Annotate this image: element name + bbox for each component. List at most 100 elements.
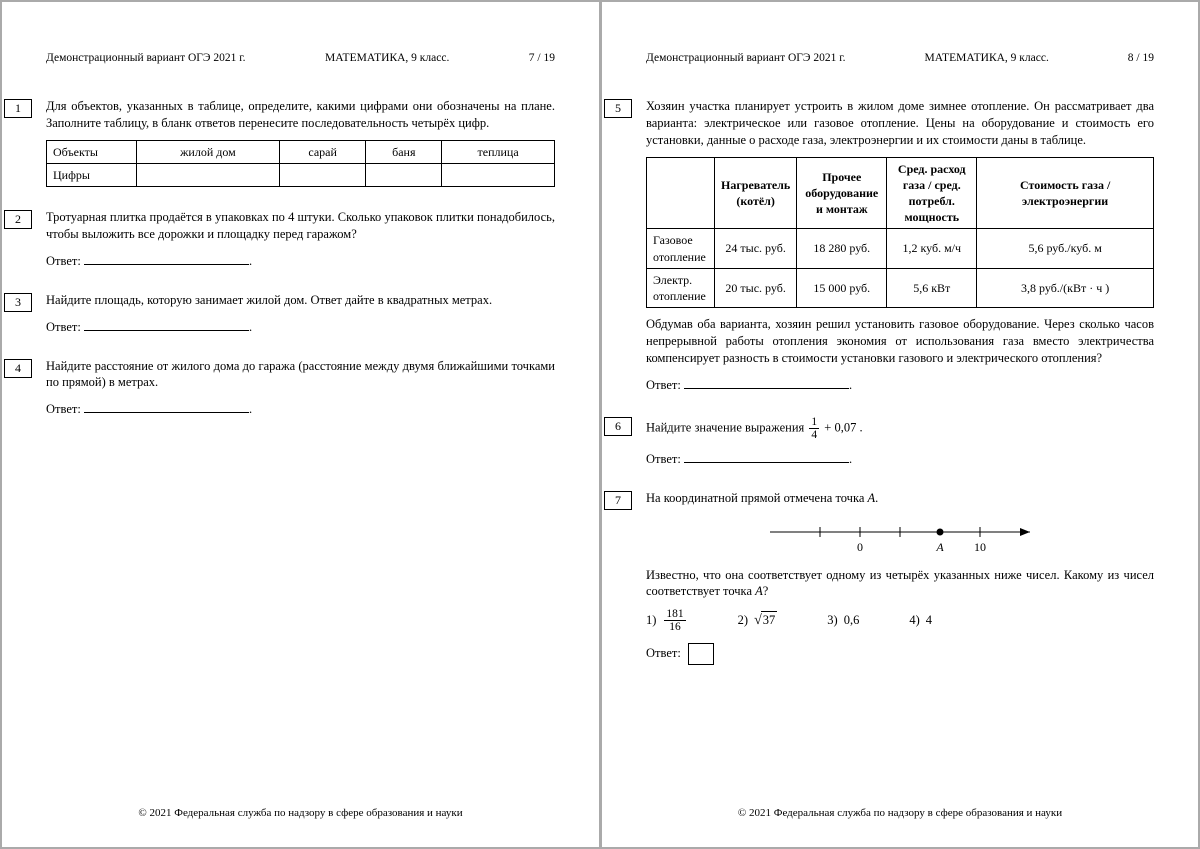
problem-number: 7 (604, 491, 632, 510)
table-cell: 18 280 руб. (797, 229, 887, 268)
table-cell: 5,6 руб./куб. м (977, 229, 1154, 268)
answer-line: Ответ: . (46, 253, 555, 270)
page-header: Демонстрационный вариант ОГЭ 2021 г. МАТ… (646, 52, 1154, 64)
table-header: Прочее оборудование и монтаж (797, 157, 887, 229)
table-cell-empty (279, 163, 366, 186)
answer-line: Ответ: (646, 643, 1154, 665)
table-header: Сред. расход газа / сред. потребл. мощно… (887, 157, 977, 229)
choice-label: 4) (909, 612, 919, 629)
problem-3-text: Найдите площадь, которую занимает жилой … (46, 292, 555, 309)
page-spread: Демонстрационный вариант ОГЭ 2021 г. МАТ… (0, 0, 1200, 849)
table-cell: 24 тыс. руб. (715, 229, 797, 268)
fraction-numerator: 181 (664, 608, 685, 621)
problem-6: 6 Найдите значение выражения 1 4 + 0,07 … (646, 416, 1154, 472)
answer-line: Ответ: . (46, 401, 555, 418)
page-8: Демонстрационный вариант ОГЭ 2021 г. МАТ… (600, 1, 1199, 848)
answer-blank (84, 402, 249, 413)
table-cell-empty (442, 163, 555, 186)
choice-2: 2) 37 (738, 611, 778, 631)
table-cell: 1,2 куб. м/ч (887, 229, 977, 268)
table-cell: 5,6 кВт (887, 268, 977, 307)
problem-text: Найдите площадь, которую занимает жилой … (46, 292, 555, 340)
radicand: 37 (761, 611, 778, 629)
problem-number: 1 (4, 99, 32, 118)
problem-number: 3 (4, 293, 32, 312)
answer-choices: 1) 181 16 2) 37 3) 0,6 (646, 608, 1154, 633)
problem-6-text: Найдите значение выражения 1 4 + 0,07 . (646, 416, 1154, 441)
text-post: . (875, 491, 878, 505)
header-page: 7 / 19 (529, 52, 555, 64)
choice-label: 3) (827, 612, 837, 629)
choice-3: 3) 0,6 (827, 612, 859, 629)
fraction-numerator: 1 (809, 416, 819, 429)
fraction: 1 4 (809, 416, 819, 441)
table-cell: жилой дом (137, 140, 280, 163)
number-line: 0 A 10 (750, 517, 1050, 559)
answer-label: Ответ: (46, 254, 81, 268)
answer-blank (84, 319, 249, 330)
problem-7-text1: На координатной прямой отмечена точка A. (646, 490, 1154, 507)
problem-text: Тротуарная плитка продаётся в упаковках … (46, 209, 555, 274)
page-body: 1 Для объектов, указанных в таблице, опр… (46, 98, 555, 799)
table-cell: 15 000 руб. (797, 268, 887, 307)
choice-value: 4 (926, 612, 932, 629)
text-post: ? (763, 584, 769, 598)
table-cell: сарай (279, 140, 366, 163)
table-header: Нагреватель (котёл) (715, 157, 797, 229)
answer-label: Ответ: (646, 646, 681, 660)
table-row-header: Объекты (47, 140, 137, 163)
answer-blank (684, 452, 849, 463)
table-row-header: Цифры (47, 163, 137, 186)
choice-label: 2) (738, 612, 748, 629)
fraction-denominator: 4 (809, 429, 819, 441)
choice-label: 1) (646, 612, 656, 629)
choice-1: 1) 181 16 (646, 608, 688, 633)
header-left: Демонстрационный вариант ОГЭ 2021 г. (646, 52, 846, 64)
header-page: 8 / 19 (1128, 52, 1154, 64)
problem-text: На координатной прямой отмечена точка A.… (646, 490, 1154, 670)
header-mid: МАТЕМАТИКА, 9 класс. (325, 52, 449, 64)
table-row-header: Газовое отопление (647, 229, 715, 268)
table-cell-empty (366, 163, 442, 186)
problem-number: 4 (4, 359, 32, 378)
table-cell-empty (137, 163, 280, 186)
text-pre: Известно, что она соответствует одному и… (646, 568, 1154, 599)
answer-label: Ответ: (646, 378, 681, 392)
problem-number: 6 (604, 417, 632, 436)
problem-7-text2: Известно, что она соответствует одному и… (646, 567, 1154, 601)
answer-line: Ответ: . (46, 319, 555, 336)
answer-line: Ответ: . (646, 377, 1154, 394)
point-A: A (755, 584, 763, 598)
problem-2-text: Тротуарная плитка продаётся в упаковках … (46, 209, 555, 243)
problem-text: Для объектов, указанных в таблице, опред… (46, 98, 555, 191)
problem-5: 5 Хозяин участка планирует устроить в жи… (646, 98, 1154, 398)
problem-number: 5 (604, 99, 632, 118)
page-header: Демонстрационный вариант ОГЭ 2021 г. МАТ… (46, 52, 555, 64)
answer-blank (84, 254, 249, 265)
heating-table: Нагреватель (котёл) Прочее оборудование … (646, 157, 1154, 309)
objects-table: Объекты жилой дом сарай баня теплица Циф… (46, 140, 555, 187)
table-cell: 20 тыс. руб. (715, 268, 797, 307)
problem-1: 1 Для объектов, указанных в таблице, опр… (46, 98, 555, 191)
table-header-empty (647, 157, 715, 229)
choice-4: 4) 4 (909, 612, 932, 629)
answer-label: Ответ: (46, 402, 81, 416)
text-pre: Найдите значение выражения (646, 420, 807, 434)
table-cell: баня (366, 140, 442, 163)
header-left: Демонстрационный вариант ОГЭ 2021 г. (46, 52, 246, 64)
problem-4: 4 Найдите расстояние от жилого дома до г… (46, 358, 555, 423)
answer-box (688, 643, 714, 665)
sqrt-icon: 37 (754, 611, 777, 631)
problem-1-text: Для объектов, указанных в таблице, опред… (46, 98, 555, 132)
problem-text: Хозяин участка планирует устроить в жило… (646, 98, 1154, 398)
choice-value: 0,6 (844, 612, 860, 629)
problem-2: 2 Тротуарная плитка продаётся в упаковка… (46, 209, 555, 274)
problem-number: 2 (4, 210, 32, 229)
table-cell: теплица (442, 140, 555, 163)
tick-label-A: A (935, 540, 944, 554)
tick-label-0: 0 (857, 540, 863, 554)
table-cell: 3,8 руб./(кВт · ч ) (977, 268, 1154, 307)
table-header: Стоимость газа / электроэнергии (977, 157, 1154, 229)
answer-line: Ответ: . (646, 451, 1154, 468)
answer-blank (684, 378, 849, 389)
